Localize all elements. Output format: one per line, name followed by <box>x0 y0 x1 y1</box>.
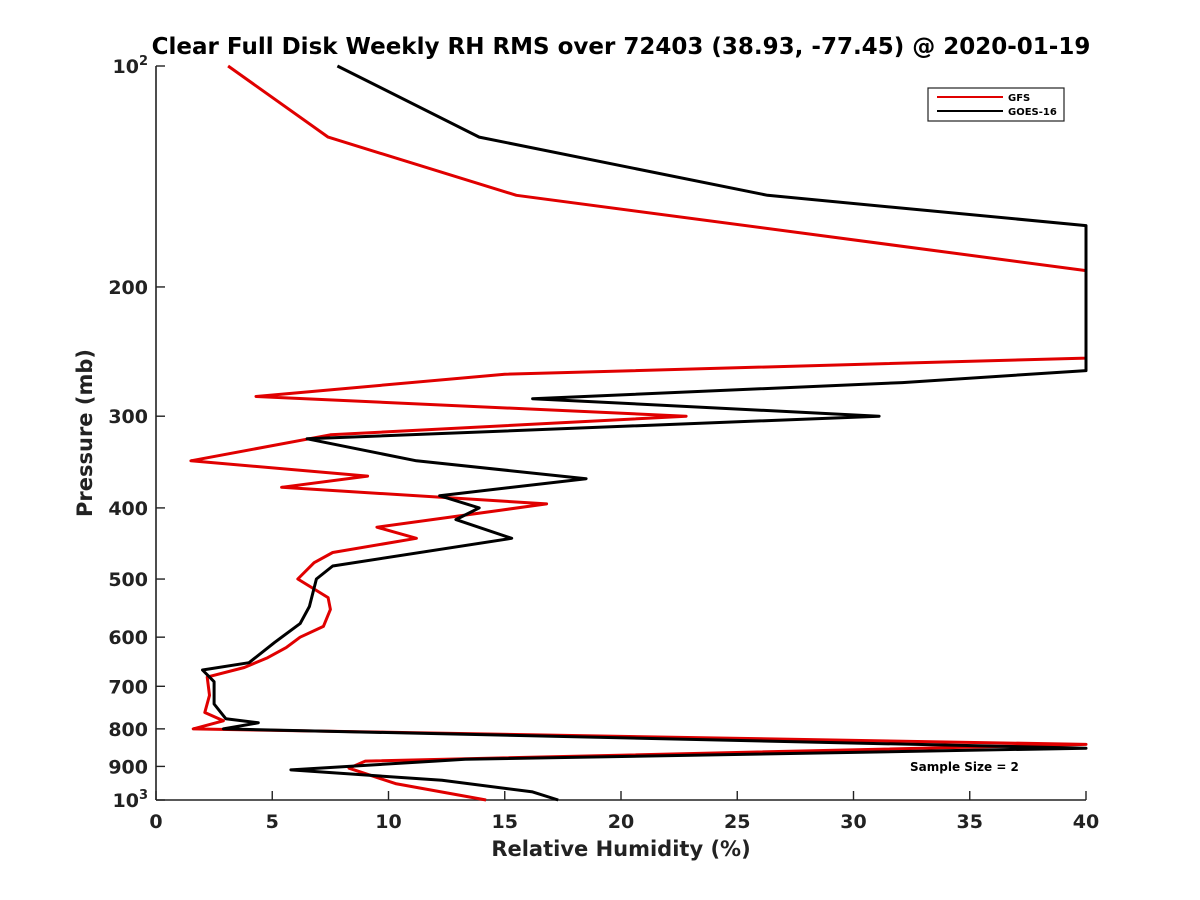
y-tick-label: 103 <box>113 788 149 812</box>
y-tick-label: 400 <box>108 498 148 520</box>
x-tick-label: 20 <box>608 811 634 833</box>
y-tick-label: 102 <box>113 54 149 78</box>
legend-label-goes-16: GOES-16 <box>1008 107 1057 118</box>
chart-title: Clear Full Disk Weekly RH RMS over 72403… <box>152 34 1091 60</box>
legend-label-gfs: GFS <box>1008 93 1030 104</box>
x-ticks: 0 5 10 15 20 25 30 35 40 <box>149 791 1099 833</box>
x-tick-label: 0 <box>149 811 162 833</box>
y-tick-label: 800 <box>108 719 148 741</box>
y-tick-label: 900 <box>108 756 148 778</box>
x-tick-label: 40 <box>1073 811 1099 833</box>
y-tick-label: 700 <box>108 676 148 698</box>
y-tick-label: 500 <box>108 569 148 591</box>
y-tick-label: 600 <box>108 627 148 649</box>
x-tick-label: 35 <box>957 811 983 833</box>
x-tick-label: 15 <box>492 811 518 833</box>
x-tick-label: 5 <box>266 811 279 833</box>
legend: GFS GOES-16 <box>927 87 1065 122</box>
y-tick-label: 300 <box>108 406 148 428</box>
x-axis-label: Relative Humidity (%) <box>491 837 750 861</box>
sample-size-annotation: Sample Size = 2 <box>910 760 1019 774</box>
x-tick-label: 25 <box>724 811 750 833</box>
x-tick-label: 10 <box>375 811 401 833</box>
legend-box <box>927 87 1065 122</box>
y-tick-label: 200 <box>108 277 148 299</box>
series-line-gfs <box>189 64 1088 802</box>
series-line-goes-16 <box>201 64 1088 802</box>
x-tick-label: 30 <box>840 811 866 833</box>
y-ticks: 102 200 300 400 500 600 700 800 900 103 <box>108 54 165 812</box>
y-axis-label: Pressure (mb) <box>73 349 97 517</box>
plot-area: 0 5 10 15 20 25 30 35 40 102 200 300 400 500 600 700 80… <box>108 54 1099 833</box>
series-layer <box>189 64 1088 802</box>
